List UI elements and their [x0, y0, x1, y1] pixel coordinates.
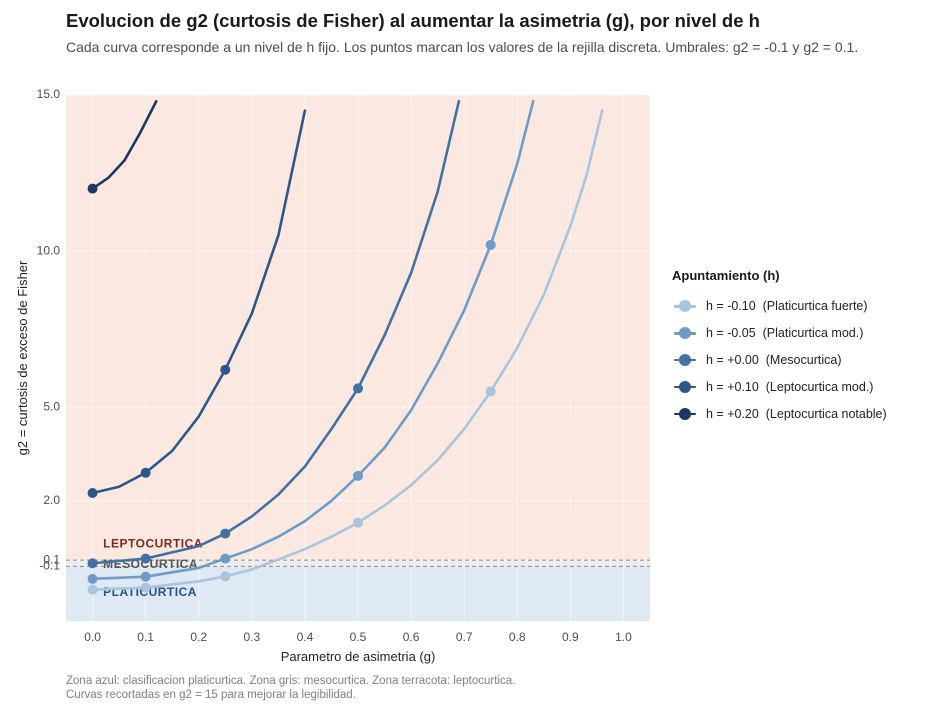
series-1-point-4	[485, 239, 496, 250]
series-1-point-0	[87, 573, 98, 584]
x-tick-label-5: 0.5	[350, 630, 367, 644]
zone-label-leptocurtica: LEPTOCURTICA	[103, 537, 203, 551]
series-3-point-0	[87, 488, 98, 499]
legend-label-1: h = -0.05 (Platicurtica mod.)	[706, 326, 864, 341]
x-tick-label-0: 0.0	[84, 630, 101, 644]
legend-key-dot-0	[679, 300, 691, 313]
legend-item-1: h = -0.05 (Platicurtica mod.)	[672, 320, 887, 347]
axes-layer: 0.0 0.1 0.2 0.3 0.4 0.5 0.6 0.7 0.8 0.9 1.0-0.10.1…	[15, 87, 632, 664]
legend-key-1	[672, 327, 698, 340]
series-3-point-1	[140, 467, 151, 478]
legend-item-2: h = +0.00 (Mesocurtica)	[672, 347, 887, 374]
series-line-2	[91, 99, 461, 565]
legend-key-dot-1	[679, 327, 691, 340]
x-tick-label-10: 1.0	[615, 630, 632, 644]
legend-label-4: h = +0.20 (Leptocurtica notable)	[706, 406, 887, 421]
x-tick-label-1: 0.1	[137, 630, 154, 644]
series-line-1	[91, 99, 535, 581]
series-2-point-1	[140, 553, 151, 564]
series-layer	[87, 99, 604, 595]
x-axis-title: Parametro de asimetria (g)	[281, 649, 436, 664]
series-2-point-3	[353, 383, 363, 394]
y-axis-title: g2 = curtosis de exceso de Fisher	[15, 260, 30, 455]
series-line-3	[91, 109, 307, 495]
series-line-4	[91, 99, 158, 190]
legend-key-dot-3	[679, 380, 691, 393]
legend-title: Apuntamiento (h)	[672, 268, 780, 283]
y-tick-label-3: 5.0	[43, 399, 60, 413]
caption-line-2: Curvas recortadas en g2 = 15 para mejora…	[66, 688, 356, 701]
series-0-point-0	[87, 584, 98, 595]
series-0-point-2	[220, 571, 231, 582]
legend-key-3	[672, 380, 698, 393]
x-tick-label-3: 0.3	[243, 630, 260, 644]
legend-label-3: h = +0.10 (Leptocurtica mod.)	[706, 379, 874, 394]
grid-layer	[66, 94, 650, 621]
series-0-point-4	[485, 386, 496, 397]
legend-item-3: h = +0.10 (Leptocurtica mod.)	[672, 373, 887, 400]
y-tick-label-4: 10.0	[37, 243, 61, 257]
x-tick-label-8: 0.8	[509, 630, 526, 644]
chart-caption: Zona azul: clasificacion platicurtica. Z…	[66, 675, 515, 702]
series-2-point-2	[220, 528, 231, 539]
legend-key-2	[672, 353, 698, 366]
x-tick-label-2: 0.2	[190, 630, 207, 644]
legend-label-0: h = -0.10 (Platicurtica fuerte)	[706, 299, 868, 314]
series-2-point-0	[87, 558, 98, 569]
x-tick-label-7: 0.7	[456, 630, 473, 644]
chart-subtitle: Cada curva corresponde a un nivel de h f…	[66, 39, 859, 55]
x-tick-label-9: 0.9	[562, 630, 579, 644]
series-1-point-2	[220, 553, 231, 564]
legend-item-4: h = +0.20 (Leptocurtica notable)	[672, 400, 887, 427]
legend-item-0: h = -0.10 (Platicurtica fuerte)	[672, 293, 887, 320]
legend-key-dot-2	[679, 353, 691, 366]
series-1-point-3	[353, 470, 363, 481]
series-3-point-2	[220, 364, 231, 375]
series-0-point-3	[353, 517, 363, 528]
chart-title: Evolucion de g2 (curtosis de Fisher) al …	[66, 10, 760, 31]
y-tick-label-0: -0.1	[39, 559, 60, 573]
legend-items: h = -0.10 (Platicurtica fuerte) h = -0.05…	[672, 293, 887, 427]
x-tick-label-6: 0.6	[403, 630, 420, 644]
caption-line-1: Zona azul: clasificacion platicurtica. Z…	[66, 675, 516, 687]
y-tick-label-2: 2.0	[43, 493, 60, 507]
series-0-point-1	[140, 582, 151, 593]
x-tick-label-4: 0.4	[297, 630, 314, 644]
thresholds-layer	[66, 559, 650, 567]
legend-key-4	[672, 407, 698, 420]
series-4-point-0	[87, 183, 98, 194]
series-1-point-1	[140, 571, 151, 582]
y-tick-label-1: 0.1	[43, 552, 60, 566]
legend-key-0	[672, 300, 698, 313]
legend-key-dot-4	[679, 407, 691, 420]
legend: Apuntamiento (h) h = -0.10 (Platicurtica…	[672, 268, 887, 427]
legend-label-2: h = +0.00 (Mesocurtica)	[706, 352, 842, 367]
y-tick-label-5: 15.0	[37, 87, 61, 101]
